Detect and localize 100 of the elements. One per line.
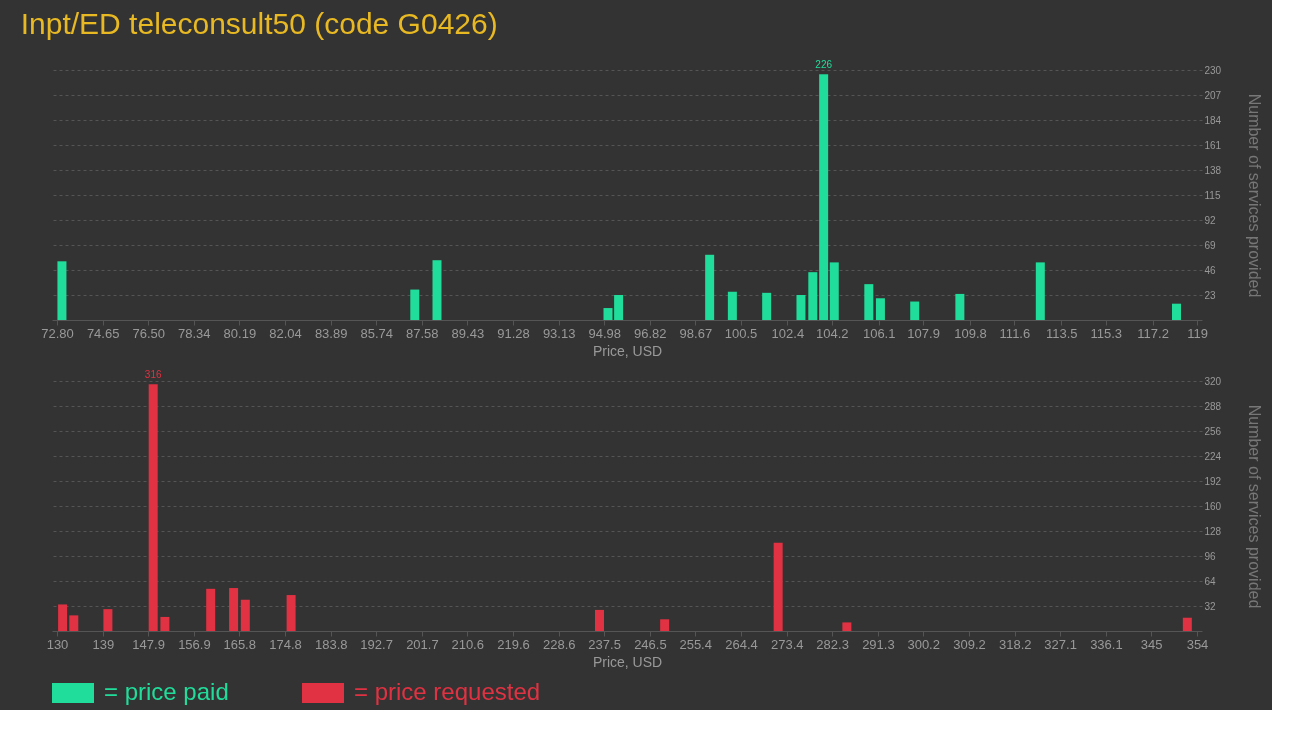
y-tick-label: 138 xyxy=(1204,164,1222,176)
y-tick-label: 288 xyxy=(1204,400,1222,412)
y-tick-label: 230 xyxy=(1204,64,1222,76)
x-tick-label: 192.7 xyxy=(360,636,393,652)
legend-label: = price paid xyxy=(104,678,229,705)
y-axis-title: Number of services provided xyxy=(1246,404,1264,609)
x-tick-label: 139 xyxy=(92,636,115,652)
bar xyxy=(829,262,839,320)
bar xyxy=(160,616,170,631)
x-tick-label: 106.1 xyxy=(862,325,896,341)
y-tick-label: 320 xyxy=(1204,375,1222,387)
bar xyxy=(955,293,965,320)
bar xyxy=(595,609,605,631)
x-tick-label: 201.7 xyxy=(406,636,439,652)
x-tick-label: 300.2 xyxy=(907,636,940,652)
x-tick-label: 115.3 xyxy=(1090,325,1122,341)
y-tick-label: 64 xyxy=(1204,575,1217,587)
bar xyxy=(1035,262,1045,320)
x-tick-label: 318.2 xyxy=(999,636,1032,652)
bar xyxy=(286,595,296,631)
bar xyxy=(206,588,216,631)
y-tick-label: 161 xyxy=(1204,139,1222,151)
x-tick-label: 147.9 xyxy=(132,636,165,652)
y-tick-label: 184 xyxy=(1204,114,1222,126)
y-tick-label: 32 xyxy=(1204,600,1217,612)
bar xyxy=(842,622,852,631)
x-tick-label: 100.5 xyxy=(724,325,758,341)
y-tick-label: 256 xyxy=(1204,425,1222,437)
x-tick-label: 82.04 xyxy=(269,325,302,341)
bar xyxy=(762,292,772,320)
x-tick-label: 264.4 xyxy=(725,636,758,652)
bar xyxy=(819,74,829,320)
bar xyxy=(432,260,442,320)
x-tick-label: 89.43 xyxy=(451,325,485,341)
y-tick-label: 96 xyxy=(1204,550,1217,562)
y-tick-label: 207 xyxy=(1204,89,1222,101)
x-tick-label: 111.6 xyxy=(999,325,1031,341)
x-tick-label: 104.2 xyxy=(816,325,849,341)
x-tick-label: 113.5 xyxy=(1046,325,1078,341)
legend-label: = price requested xyxy=(354,678,541,705)
bar xyxy=(58,604,68,631)
data-label: 316 xyxy=(144,369,162,381)
x-tick-label: 130 xyxy=(46,636,69,652)
bar xyxy=(705,254,715,320)
y-tick-label: 192 xyxy=(1204,475,1222,487)
x-tick-label: 237.5 xyxy=(588,636,621,652)
bar xyxy=(410,289,420,320)
x-tick-label: 246.5 xyxy=(634,636,667,652)
x-tick-label: 87.58 xyxy=(405,325,439,341)
y-tick-label: 46 xyxy=(1204,264,1217,276)
y-tick-label: 92 xyxy=(1204,214,1217,226)
x-tick-label: 228.6 xyxy=(543,636,576,652)
x-tick-label: 91.28 xyxy=(497,325,530,341)
x-tick-label: 291.3 xyxy=(862,636,895,652)
x-tick-label: 183.8 xyxy=(315,636,348,652)
x-tick-label: 107.9 xyxy=(907,325,940,341)
bar xyxy=(875,298,885,320)
x-tick-label: 72.80 xyxy=(41,325,74,341)
bar xyxy=(1172,303,1182,320)
y-tick-label: 160 xyxy=(1204,500,1222,512)
y-tick-label: 115 xyxy=(1204,189,1221,201)
data-label: 226 xyxy=(815,59,833,71)
x-tick-label: 94.98 xyxy=(588,325,622,341)
x-tick-label: 309.2 xyxy=(953,636,986,652)
bar xyxy=(57,261,67,320)
x-tick-label: 210.6 xyxy=(451,636,484,652)
x-tick-label: 117.2 xyxy=(1137,325,1169,341)
x-tick-label: 336.1 xyxy=(1090,636,1123,652)
bar xyxy=(660,619,670,631)
x-tick-label: 96.82 xyxy=(633,325,667,341)
bar xyxy=(864,284,874,320)
x-tick-label: 85.74 xyxy=(360,325,394,341)
x-tick-label: 219.6 xyxy=(497,636,530,652)
x-axis-title: Price, USD xyxy=(592,342,663,359)
x-tick-label: 98.67 xyxy=(679,325,713,341)
x-tick-label: 80.19 xyxy=(223,325,257,341)
x-tick-label: 93.13 xyxy=(542,325,576,341)
x-tick-label: 109.8 xyxy=(954,325,987,341)
x-tick-label: 78.34 xyxy=(177,325,211,341)
x-tick-label: 273.4 xyxy=(771,636,804,652)
x-axis-title: Price, USD xyxy=(592,653,663,670)
bar xyxy=(796,295,806,320)
bar xyxy=(1182,617,1192,631)
x-tick-label: 174.8 xyxy=(269,636,302,652)
bar xyxy=(69,615,79,631)
y-tick-label: 69 xyxy=(1204,239,1217,251)
bar xyxy=(727,291,737,320)
bar xyxy=(773,542,783,631)
x-tick-label: 327.1 xyxy=(1044,636,1077,652)
y-tick-label: 23 xyxy=(1204,289,1217,301)
x-tick-label: 345 xyxy=(1140,636,1163,652)
x-tick-label: 102.4 xyxy=(771,325,805,341)
x-tick-label: 83.89 xyxy=(314,325,348,341)
x-tick-label: 119 xyxy=(1187,325,1208,341)
y-axis-title: Number of services provided xyxy=(1246,93,1264,298)
x-tick-label: 165.8 xyxy=(223,636,256,652)
bar xyxy=(229,588,239,631)
chart-title: Inpt/ED teleconsult50 (code G0426) xyxy=(20,7,498,41)
y-tick-label: 128 xyxy=(1204,525,1222,537)
bar xyxy=(910,301,920,320)
